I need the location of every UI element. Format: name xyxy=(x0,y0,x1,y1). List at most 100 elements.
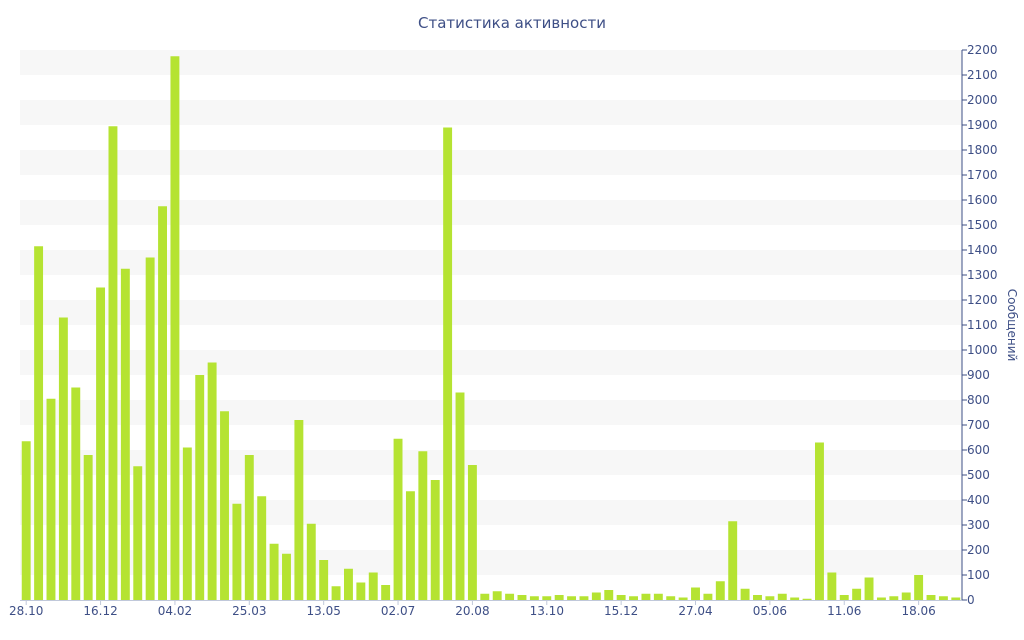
bar[interactable] xyxy=(926,595,936,600)
bar[interactable] xyxy=(21,441,31,600)
bar[interactable] xyxy=(344,568,353,600)
bar[interactable] xyxy=(777,593,787,600)
bar[interactable] xyxy=(827,572,837,601)
bar[interactable] xyxy=(319,560,329,600)
bar[interactable] xyxy=(529,596,539,600)
bar[interactable] xyxy=(480,593,490,600)
bar[interactable] xyxy=(604,590,614,600)
bar[interactable] xyxy=(393,438,403,600)
x-tick-label: 16.12 xyxy=(83,604,117,618)
y-tick-label: 1600 xyxy=(967,193,998,207)
bar[interactable] xyxy=(715,581,725,600)
bar[interactable] xyxy=(815,442,824,601)
x-tick-label: 20.08 xyxy=(455,604,489,618)
bar[interactable] xyxy=(282,553,291,600)
bar[interactable] xyxy=(951,597,961,601)
grid-band xyxy=(20,150,962,175)
x-tick-label: 04.02 xyxy=(158,604,192,618)
y-tick-label: 600 xyxy=(967,443,990,457)
y-tick-label: 1400 xyxy=(967,243,998,257)
bar[interactable] xyxy=(145,257,155,601)
bar[interactable] xyxy=(207,362,217,601)
bar[interactable] xyxy=(418,451,428,600)
bar[interactable] xyxy=(306,523,316,600)
bar[interactable] xyxy=(120,268,130,600)
bar[interactable] xyxy=(938,596,948,600)
bar[interactable] xyxy=(802,598,812,600)
bar[interactable] xyxy=(653,593,663,600)
bar[interactable] xyxy=(257,496,267,600)
bar[interactable] xyxy=(567,596,577,600)
bar[interactable] xyxy=(629,596,638,600)
bar[interactable] xyxy=(356,582,366,601)
bar[interactable] xyxy=(294,420,304,600)
bar[interactable] xyxy=(889,596,899,600)
bar[interactable] xyxy=(381,585,391,600)
bar[interactable] xyxy=(839,595,849,600)
y-tick-label: 700 xyxy=(967,418,990,432)
bar[interactable] xyxy=(46,398,56,600)
y-tick-label: 400 xyxy=(967,493,990,507)
x-axis-ticks: 28.10 16.12 04.02 25.03 13.05 02.07 20.08 13.10… xyxy=(9,600,936,618)
x-tick-label: 05.06 xyxy=(753,604,787,618)
bar[interactable] xyxy=(71,387,81,601)
y-tick-label: 2200 xyxy=(967,43,998,57)
bar[interactable] xyxy=(331,586,341,600)
x-tick-label: 13.10 xyxy=(530,604,564,618)
bar[interactable] xyxy=(691,587,700,601)
y-tick-label: 100 xyxy=(967,568,990,582)
bar[interactable] xyxy=(170,56,180,600)
bar[interactable] xyxy=(443,127,453,601)
y-tick-label: 500 xyxy=(967,468,990,482)
bar[interactable] xyxy=(182,447,192,601)
bar[interactable] xyxy=(368,572,378,601)
y-tick-label: 2100 xyxy=(967,68,998,82)
bar[interactable] xyxy=(864,577,874,601)
bar[interactable] xyxy=(753,595,762,600)
bar[interactable] xyxy=(83,455,93,600)
bar[interactable] xyxy=(666,596,676,600)
x-tick-label: 25.03 xyxy=(232,604,266,618)
bar[interactable] xyxy=(517,595,527,600)
bar[interactable] xyxy=(852,588,862,600)
grid-band xyxy=(20,100,962,125)
bar[interactable] xyxy=(244,455,254,600)
bar[interactable] xyxy=(554,595,564,600)
bar[interactable] xyxy=(616,595,626,600)
bar[interactable] xyxy=(133,466,143,600)
bar[interactable] xyxy=(467,465,477,600)
bar[interactable] xyxy=(790,597,800,601)
bar[interactable] xyxy=(678,597,688,601)
bar[interactable] xyxy=(492,591,502,600)
bar[interactable] xyxy=(765,596,775,600)
bar[interactable] xyxy=(158,206,167,600)
x-tick-label: 11.06 xyxy=(827,604,861,618)
bar[interactable] xyxy=(269,543,279,600)
bar[interactable] xyxy=(591,592,601,601)
bar[interactable] xyxy=(232,503,242,600)
bar[interactable] xyxy=(195,375,205,600)
bar[interactable] xyxy=(34,246,44,600)
bar[interactable] xyxy=(641,593,651,600)
bar-series xyxy=(21,56,961,601)
bar[interactable] xyxy=(914,575,924,600)
bar[interactable] xyxy=(96,287,106,601)
bar[interactable] xyxy=(430,480,440,600)
bar[interactable] xyxy=(740,588,750,600)
bar[interactable] xyxy=(405,491,415,600)
bar[interactable] xyxy=(108,126,118,600)
bar[interactable] xyxy=(703,593,713,600)
bar[interactable] xyxy=(505,593,515,600)
y-tick-label: 1200 xyxy=(967,293,998,307)
bar[interactable] xyxy=(455,392,465,601)
bar[interactable] xyxy=(579,596,589,600)
bar[interactable] xyxy=(728,521,738,600)
bar[interactable] xyxy=(542,596,552,600)
bar[interactable] xyxy=(876,597,886,601)
bar[interactable] xyxy=(58,317,68,601)
bar[interactable] xyxy=(220,411,229,600)
bar[interactable] xyxy=(901,592,911,601)
y-tick-label: 300 xyxy=(967,518,990,532)
